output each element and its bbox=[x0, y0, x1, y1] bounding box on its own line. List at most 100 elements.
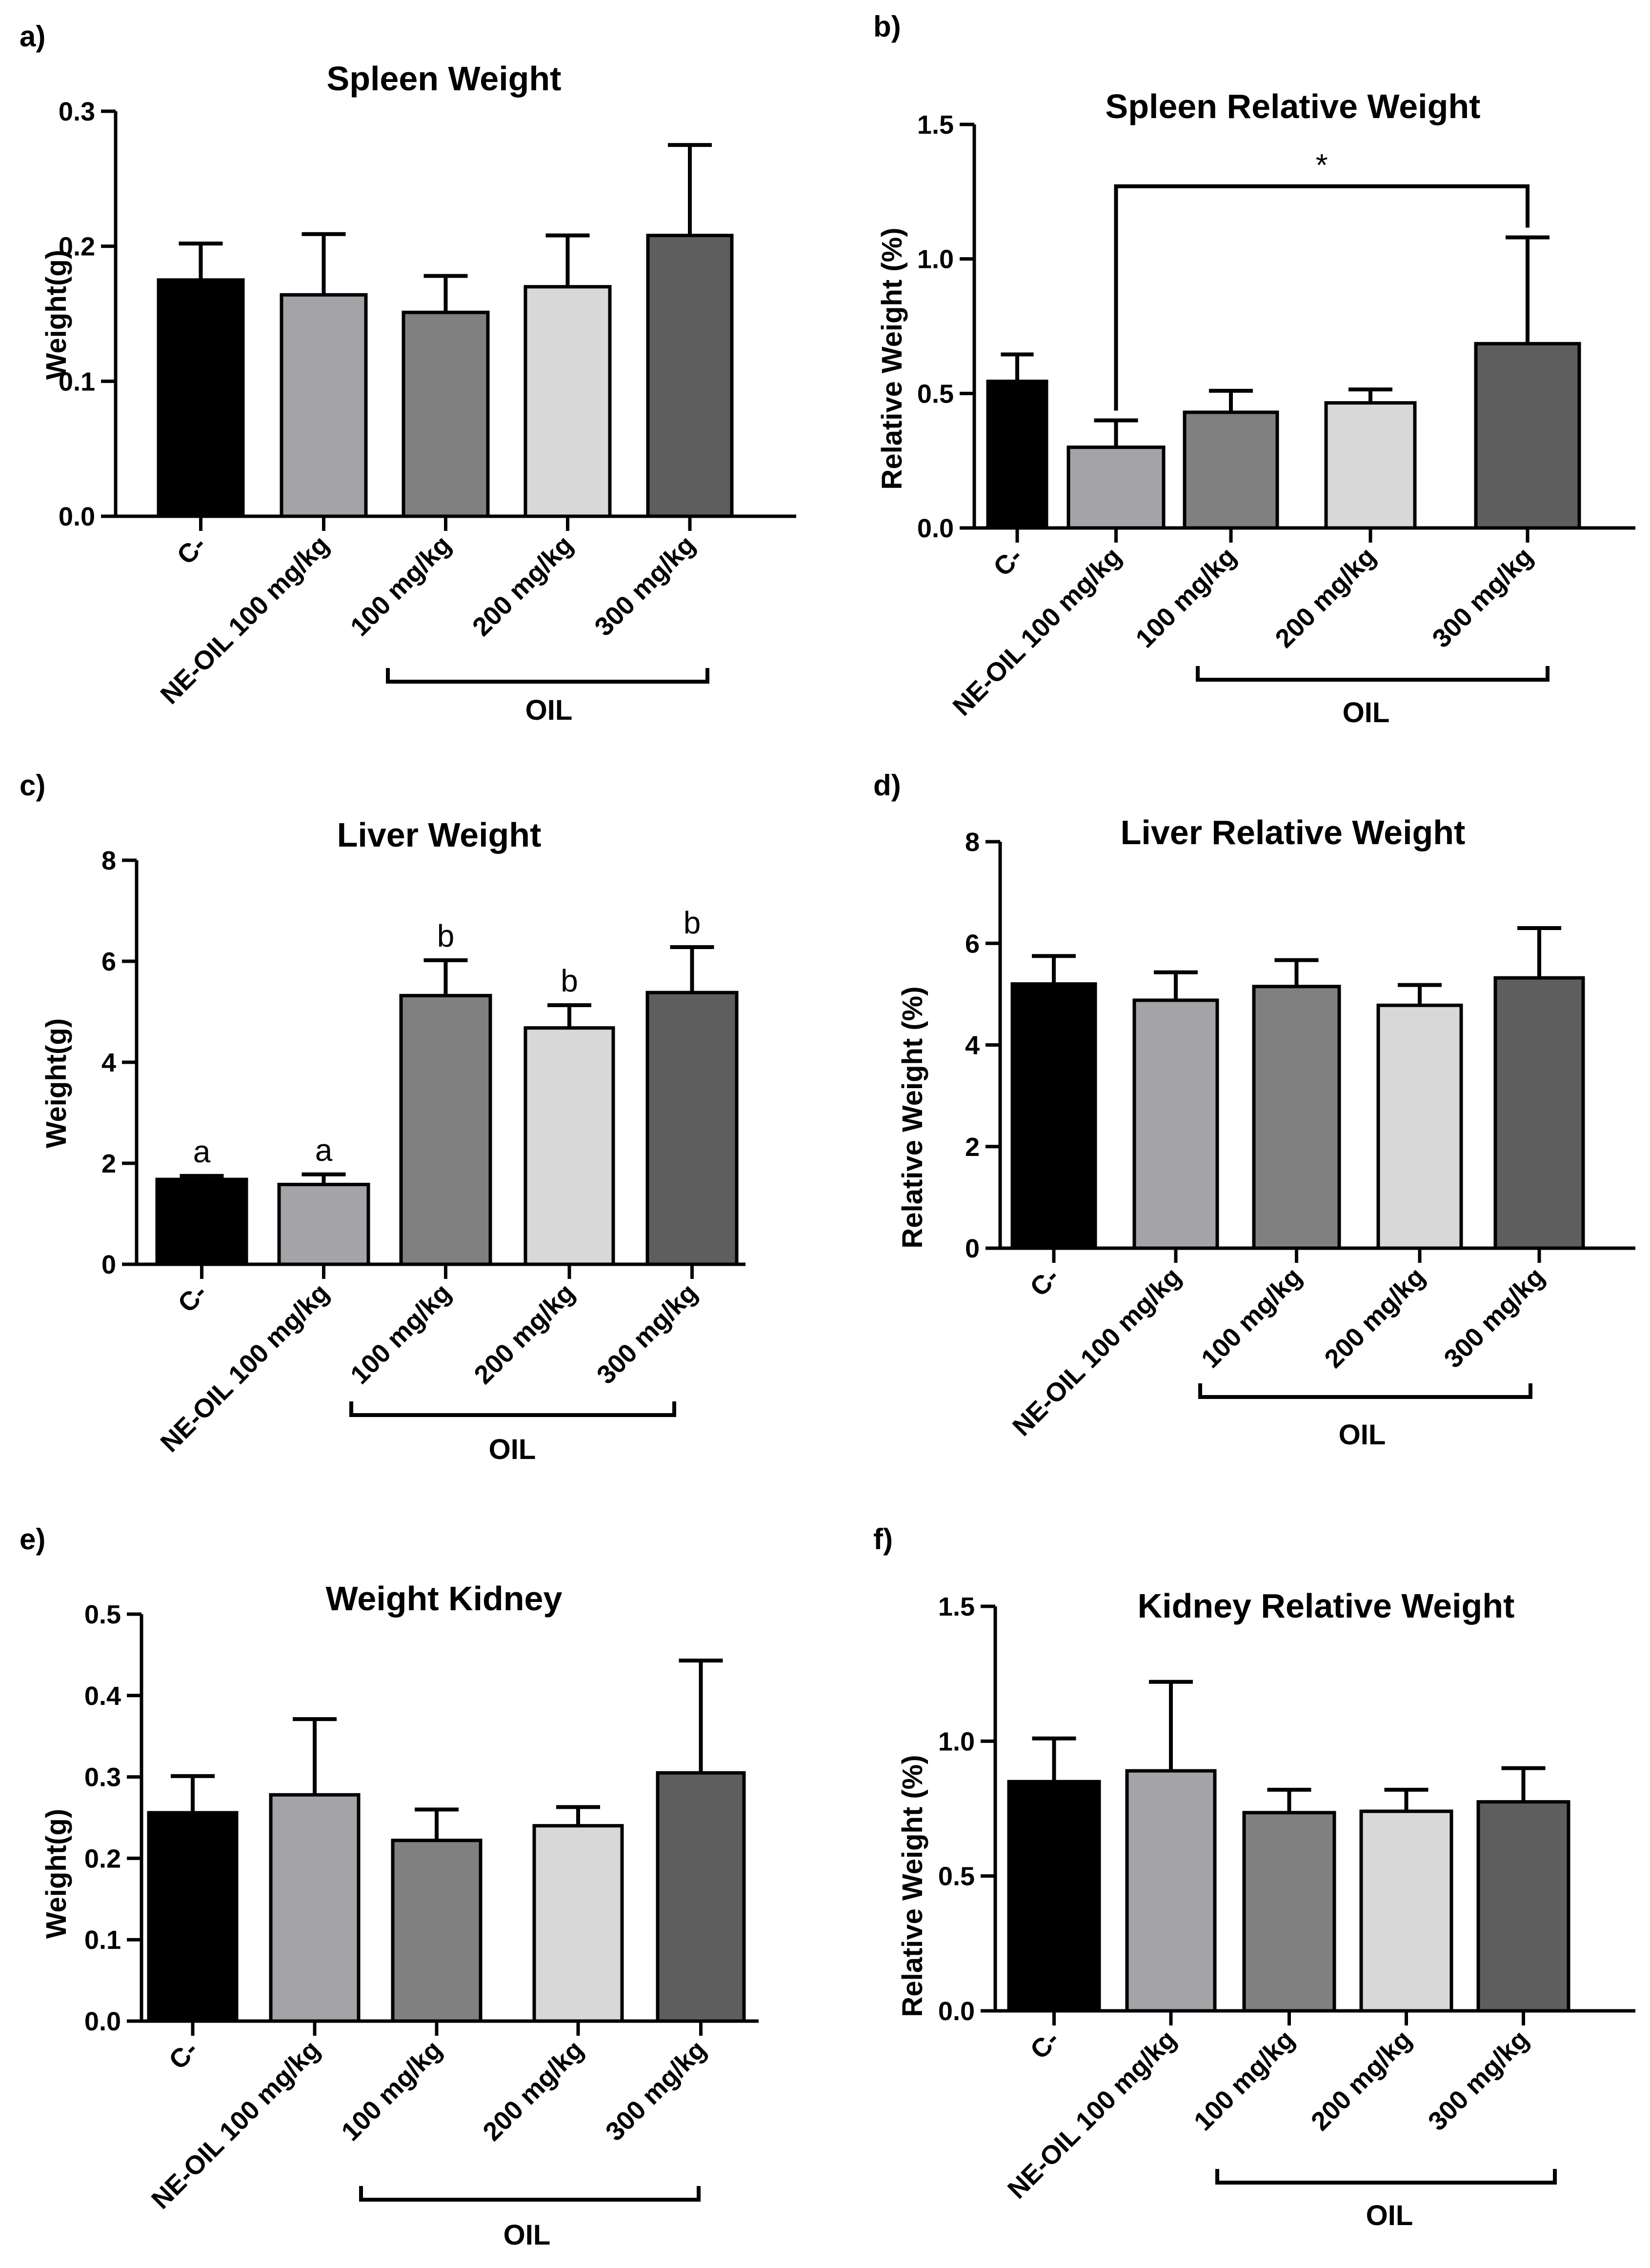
y-tick-label: 0.2 bbox=[59, 232, 95, 262]
y-tick-label: 0.1 bbox=[59, 367, 95, 396]
significance-letter: b bbox=[561, 963, 578, 998]
bar bbox=[1376, 1003, 1463, 1250]
y-axis-label: Relative Weight (%) bbox=[897, 1755, 928, 2017]
category-label: C- bbox=[988, 542, 1028, 582]
bar bbox=[532, 1824, 624, 2023]
y-tick-label: 1.5 bbox=[917, 110, 954, 140]
category-label: NE-OIL 100 mg/kg bbox=[1002, 2025, 1182, 2205]
category-label: 200 mg/kg bbox=[1319, 1262, 1430, 1374]
bar bbox=[646, 234, 734, 518]
bar bbox=[1252, 985, 1341, 1250]
bar bbox=[1242, 1811, 1336, 2013]
bar bbox=[157, 278, 245, 518]
significance-star: * bbox=[1316, 147, 1328, 182]
y-tick-label: 0.5 bbox=[917, 379, 954, 408]
chart-panel-4: d) Liver Relative Weight Relative Weight (… bbox=[873, 769, 1635, 1451]
category-label: 300 mg/kg bbox=[1423, 2025, 1534, 2136]
y-tick-label: 0 bbox=[965, 1234, 980, 1263]
category-label: 300 mg/kg bbox=[1427, 542, 1538, 653]
y-tick-label: 2 bbox=[101, 1149, 116, 1178]
bar bbox=[277, 1182, 370, 1266]
bar bbox=[155, 1177, 248, 1266]
y-tick-label: 0.2 bbox=[84, 1844, 121, 1873]
category-label: NE-OIL 100 mg/kg bbox=[947, 542, 1127, 722]
y-tick-label: 0.5 bbox=[84, 1600, 121, 1629]
y-tick-label: 0.0 bbox=[84, 2007, 121, 2036]
significance-letter: b bbox=[684, 905, 701, 940]
bar bbox=[1132, 998, 1219, 1250]
bar bbox=[391, 1839, 483, 2023]
y-tick-label: 8 bbox=[965, 828, 980, 857]
panel-letter: d) bbox=[873, 769, 901, 802]
bar bbox=[656, 1771, 746, 2023]
category-label: 100 mg/kg bbox=[1130, 542, 1242, 653]
panel-letter: c) bbox=[20, 769, 45, 802]
group-bracket-label: OIL bbox=[489, 1434, 536, 1465]
y-tick-label: 4 bbox=[965, 1031, 980, 1060]
group-bracket-label: OIL bbox=[503, 2219, 551, 2251]
y-axis-label: Relative Weight (%) bbox=[897, 986, 928, 1248]
y-axis-label: Weight(g) bbox=[40, 1018, 72, 1148]
y-tick-label: 0.1 bbox=[84, 1925, 121, 1955]
chart-title: Liver Weight bbox=[337, 816, 542, 854]
chart-title: Spleen Weight bbox=[327, 60, 562, 98]
y-tick-label: 6 bbox=[101, 947, 116, 976]
bar bbox=[1066, 446, 1166, 530]
bar bbox=[269, 1793, 361, 2023]
group-bracket bbox=[1215, 2169, 1557, 2185]
group-bracket bbox=[386, 668, 709, 684]
bar bbox=[1324, 401, 1417, 530]
y-tick-label: 8 bbox=[101, 846, 116, 875]
bar bbox=[1007, 1780, 1101, 2013]
bar bbox=[1010, 982, 1097, 1250]
chart-title: Weight Kidney bbox=[326, 1580, 563, 1618]
y-tick-label: 1.0 bbox=[917, 245, 954, 274]
group-bracket bbox=[1198, 1383, 1532, 1399]
group-bracket-label: OIL bbox=[525, 694, 573, 726]
group-bracket-label: OIL bbox=[1366, 2200, 1413, 2231]
y-tick-label: 0.4 bbox=[84, 1681, 121, 1711]
bar bbox=[402, 310, 490, 518]
significance-bracket bbox=[1114, 184, 1529, 411]
group-bracket-label: OIL bbox=[1339, 1419, 1386, 1451]
chart-panel-5: e) Weight Kidney Weight(g) 0.0 0.1 0.2 0.3 0.4 0… bbox=[20, 1523, 759, 2251]
bar bbox=[523, 285, 612, 518]
category-label: C- bbox=[1025, 1262, 1065, 1302]
bar bbox=[280, 293, 368, 518]
y-tick-label: 2 bbox=[965, 1133, 980, 1162]
bar bbox=[645, 991, 739, 1266]
y-axis-label: Weight(g) bbox=[40, 1809, 72, 1939]
group-bracket bbox=[359, 2186, 701, 2202]
bar bbox=[523, 1026, 615, 1266]
chart-panel-6: f) Kidney Relative Weight Relative Weight … bbox=[873, 1523, 1635, 2231]
significance-letter: a bbox=[315, 1133, 333, 1168]
chart-panel-1: a)Spleen WeightWeight(g)0.00.10.20.3C-NE… bbox=[20, 20, 796, 726]
bar bbox=[1493, 976, 1585, 1250]
bar bbox=[1183, 410, 1279, 530]
y-tick-label: 1.0 bbox=[938, 1727, 975, 1756]
group-bracket bbox=[1196, 666, 1549, 682]
chart-title: Kidney Relative Weight bbox=[1138, 1587, 1515, 1625]
category-label: 300 mg/kg bbox=[1438, 1262, 1550, 1374]
bar bbox=[399, 993, 492, 1266]
y-tick-label: 6 bbox=[965, 929, 980, 958]
y-tick-label: 0.3 bbox=[84, 1763, 121, 1792]
y-axis-label: Relative Weight (%) bbox=[876, 227, 908, 489]
y-tick-label: 0.0 bbox=[938, 1997, 975, 2026]
y-tick-label: 0 bbox=[101, 1250, 116, 1279]
y-tick-label: 0.3 bbox=[59, 97, 95, 126]
panel-letter: a) bbox=[20, 20, 45, 53]
category-label: 300 mg/kg bbox=[589, 530, 701, 642]
y-tick-label: 0.0 bbox=[917, 514, 954, 543]
chart-title: Spleen Relative Weight bbox=[1106, 87, 1481, 125]
bar bbox=[147, 1811, 239, 2023]
group-bracket bbox=[349, 1401, 676, 1417]
y-axis-label: Weight(g) bbox=[40, 250, 72, 380]
category-label: 100 mg/kg bbox=[345, 530, 457, 642]
y-tick-label: 0.0 bbox=[59, 502, 95, 531]
y-tick-label: 4 bbox=[101, 1048, 116, 1077]
bar bbox=[1476, 1800, 1570, 2013]
category-label: 300 mg/kg bbox=[600, 2035, 712, 2146]
